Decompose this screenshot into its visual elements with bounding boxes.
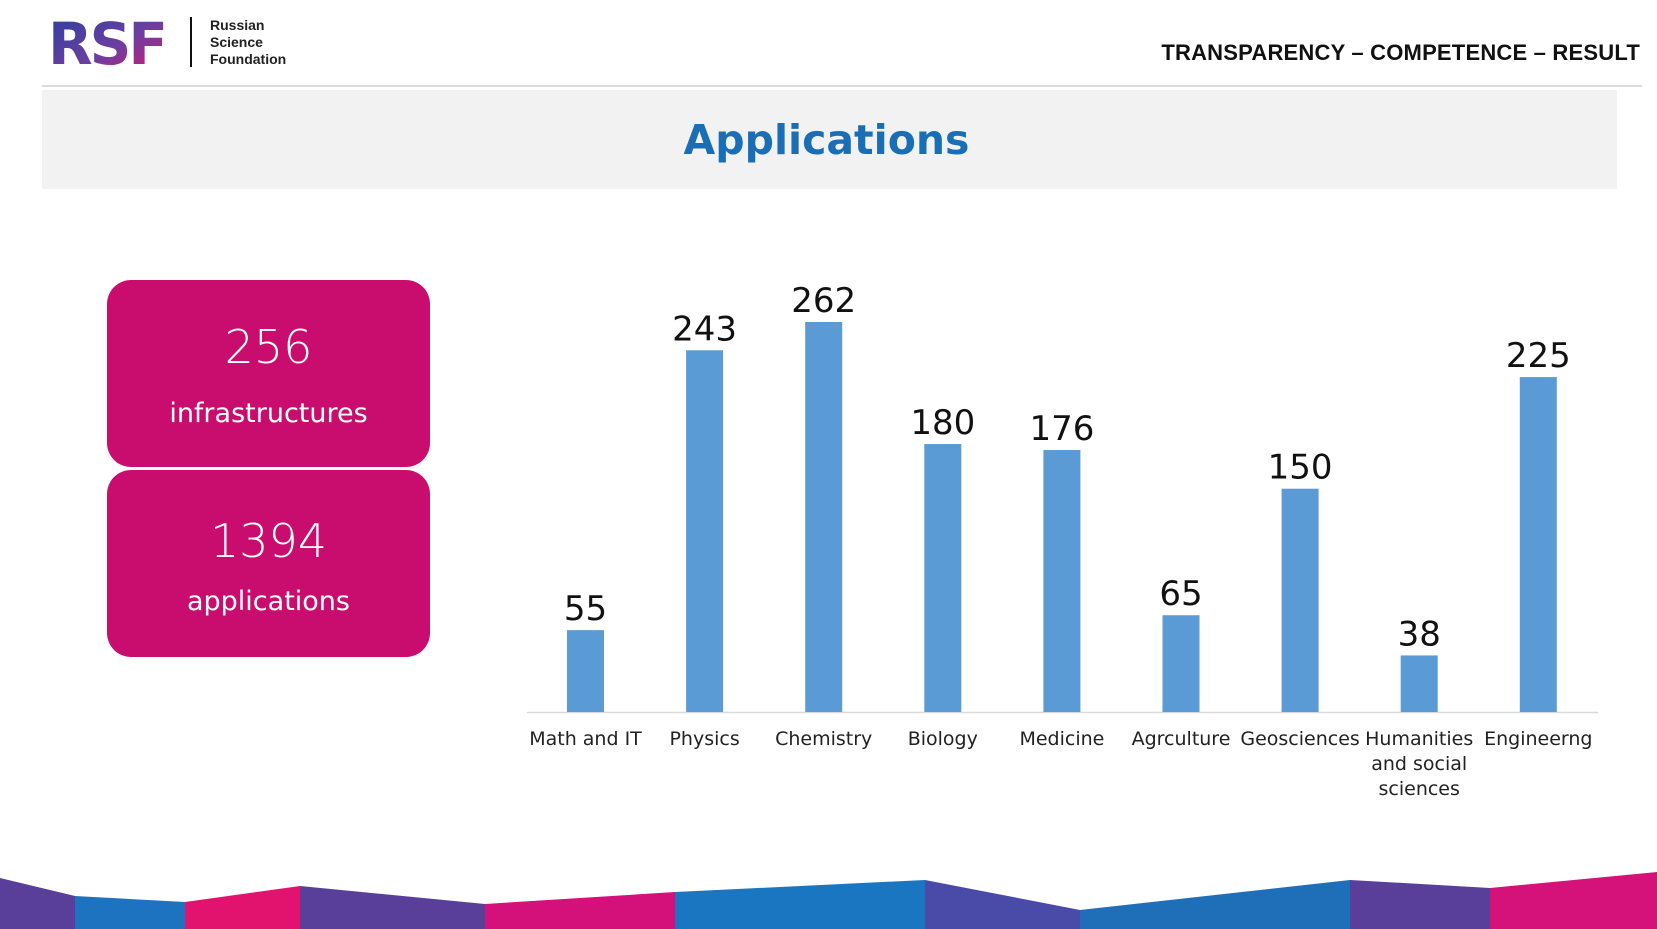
x-tick-label: Biology <box>908 728 978 750</box>
stat-card-applications: 1394 applications <box>107 470 430 657</box>
bar <box>1400 655 1438 712</box>
ribbon-segment <box>925 880 1080 929</box>
bar <box>1043 450 1081 712</box>
page-title: Applications <box>683 115 970 164</box>
stat-label: infrastructures <box>169 398 368 429</box>
ribbon-segment <box>1490 872 1657 929</box>
org-name: Russian Science Foundation <box>210 17 286 68</box>
ribbon-segment <box>300 886 485 929</box>
bar <box>567 630 604 712</box>
bar <box>924 444 962 712</box>
bar <box>686 350 724 712</box>
bar-value-label: 225 <box>1506 336 1571 376</box>
bar <box>1281 488 1319 712</box>
ribbon-segment <box>1080 880 1350 929</box>
org-name-line: Science <box>210 33 263 50</box>
stat-value: 256 <box>224 320 313 374</box>
x-tick-label: Physics <box>669 728 739 750</box>
title-band: Applications <box>42 90 1617 189</box>
ribbon-segment <box>675 880 925 929</box>
bar-value-label: 150 <box>1268 448 1333 488</box>
x-tick-label: Chemistry <box>775 728 872 750</box>
motto: TRANSPARENCY – COMPETENCE – RESULT <box>1161 40 1640 65</box>
stat-card-infrastructures: 256 infrastructures <box>107 280 430 467</box>
org-name-line: Russian <box>210 16 265 33</box>
bar <box>1519 377 1557 712</box>
ribbon-segment <box>1350 880 1490 929</box>
x-tick-label: and social <box>1371 753 1467 775</box>
header-divider <box>42 85 1642 87</box>
bar-value-label: 243 <box>672 309 737 349</box>
org-name-line: Foundation <box>210 50 287 67</box>
ribbon-segment <box>185 886 300 929</box>
bar <box>1162 615 1200 712</box>
bar-value-label: 180 <box>910 403 975 443</box>
x-tick-label: sciences <box>1379 778 1460 800</box>
rsf-logo-text: RSF <box>48 16 165 68</box>
ribbon-segment <box>75 896 185 929</box>
logo-separator <box>190 17 192 67</box>
bar <box>805 322 843 712</box>
bar-value-label: 65 <box>1159 574 1202 614</box>
ribbon-segment <box>485 892 675 929</box>
x-tick-label: Engineerng <box>1484 728 1592 750</box>
bar-value-label: 176 <box>1029 409 1094 449</box>
x-tick-label: Agrculture <box>1132 728 1231 750</box>
x-tick-label: Math and IT <box>529 728 642 750</box>
x-tick-label: Humanities <box>1365 728 1473 750</box>
ribbon-segment <box>0 878 75 929</box>
bar-value-label: 262 <box>791 281 856 321</box>
stat-value: 1394 <box>209 514 328 568</box>
bar-value-label: 55 <box>564 589 607 629</box>
rsf-logo: RSF Russian Science Foundation <box>48 16 286 68</box>
decorative-ribbon <box>0 872 1657 929</box>
stat-label: applications <box>186 586 350 617</box>
rsf-logo-icon: RSF <box>48 16 168 68</box>
x-tick-label: Geosciences <box>1240 728 1359 750</box>
x-tick-label: Medicine <box>1019 728 1104 750</box>
bar-value-label: 38 <box>1398 614 1441 654</box>
